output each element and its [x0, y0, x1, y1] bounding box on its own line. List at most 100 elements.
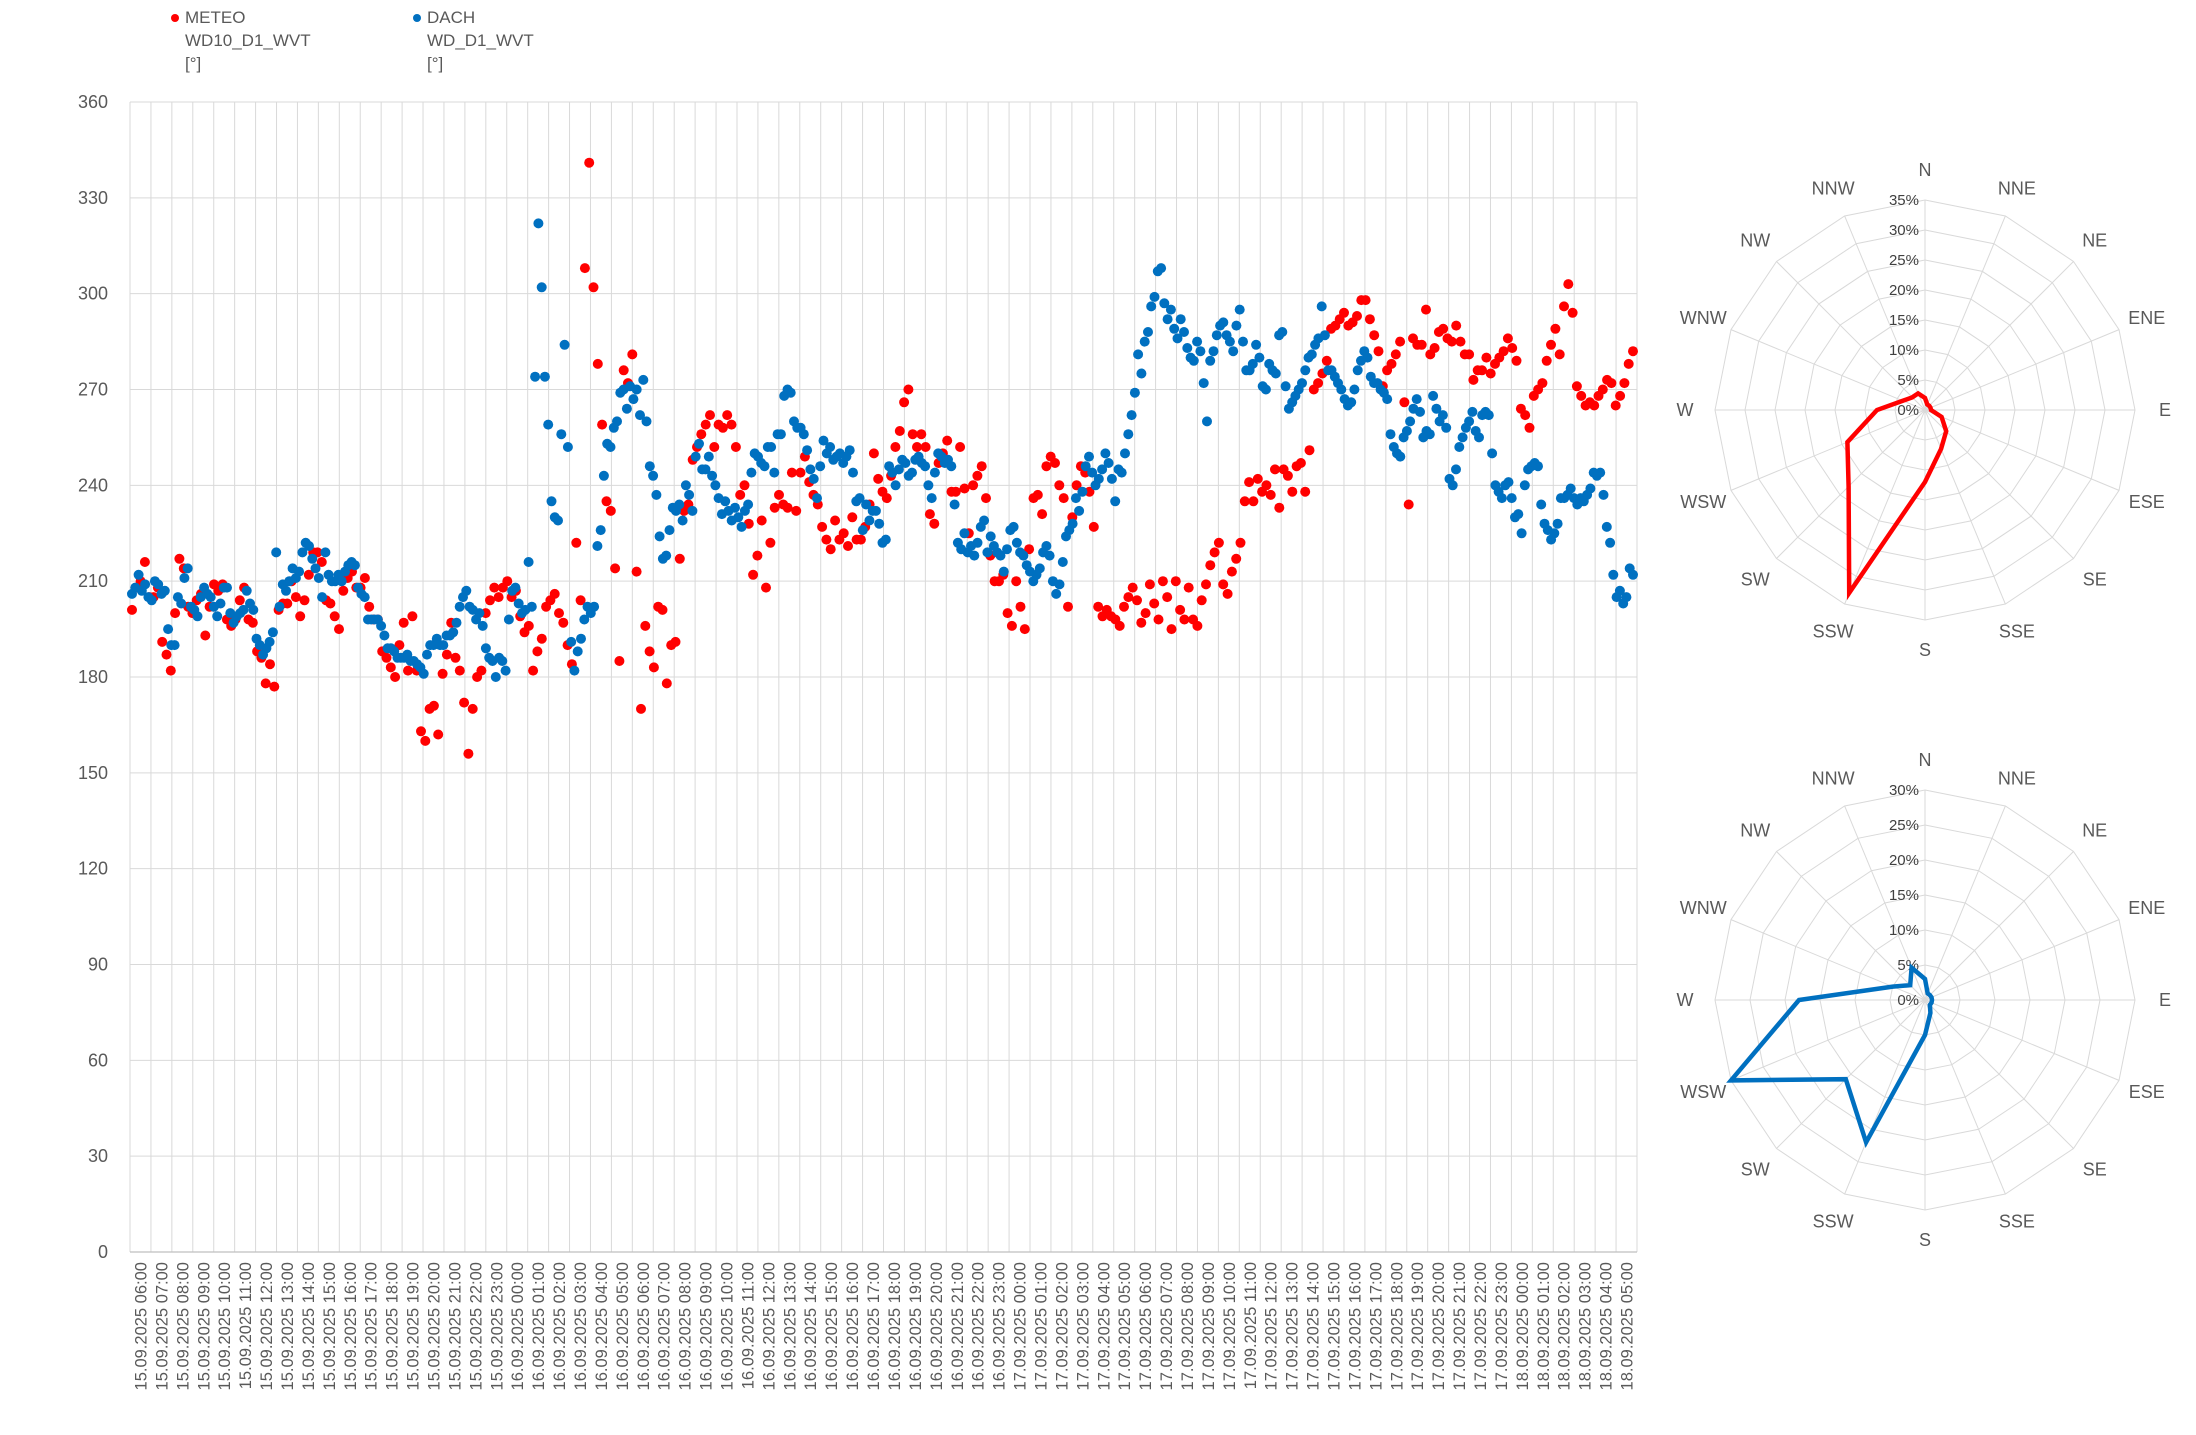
- data-point: [730, 442, 741, 452]
- data-point: [454, 601, 465, 612]
- data-point: [1373, 346, 1384, 357]
- data-point: [1567, 307, 1578, 318]
- data-point: [1071, 480, 1082, 491]
- data-point: [1169, 323, 1180, 334]
- data-point: [743, 499, 754, 510]
- data-point: [709, 442, 720, 452]
- x-tick-label: 16.09.2025 18:00: [886, 1262, 904, 1390]
- x-tick-label: 15.09.2025 07:00: [153, 1262, 171, 1390]
- direction-label: WSW: [1680, 1082, 1726, 1102]
- data-point: [654, 531, 665, 542]
- legend-label-dach: DACH: [427, 8, 476, 27]
- data-point: [900, 458, 911, 468]
- data-point: [1316, 301, 1327, 312]
- direction-label: ESE: [2129, 1082, 2165, 1102]
- data-point: [349, 560, 360, 571]
- radar-spoke: [1844, 999, 1926, 1195]
- radial-tick-label: 25%: [1889, 817, 1919, 834]
- data-point: [628, 394, 639, 405]
- x-tick-label: 17.09.2025 06:00: [1137, 1262, 1155, 1390]
- data-point: [756, 515, 767, 526]
- radar-spoke: [1776, 999, 1926, 1149]
- data-point: [808, 473, 819, 484]
- radar-spoke: [1924, 999, 2006, 1195]
- data-point: [687, 505, 698, 516]
- data-point: [416, 726, 426, 737]
- data-point: [1549, 528, 1560, 539]
- x-tick-label: 15.09.2025 16:00: [342, 1262, 360, 1390]
- data-point: [821, 534, 832, 545]
- x-tick-label: 16.09.2025 05:00: [614, 1262, 632, 1390]
- x-tick-label: 18.09.2025 02:00: [1556, 1262, 1574, 1390]
- data-point: [146, 595, 157, 606]
- data-point: [843, 541, 853, 551]
- data-point: [533, 218, 544, 229]
- data-point: [1067, 518, 1078, 529]
- data-point: [705, 410, 715, 421]
- radar-series-line: [1845, 390, 1949, 601]
- data-point: [476, 665, 487, 676]
- data-point: [1621, 592, 1632, 603]
- x-tick-label: 17.09.2025 05:00: [1116, 1262, 1134, 1390]
- data-point: [179, 573, 190, 583]
- radar-spoke: [1924, 851, 2074, 1001]
- radar-spoke: [1924, 805, 2006, 1001]
- data-point: [1619, 378, 1630, 389]
- data-point: [336, 576, 347, 587]
- data-point: [1143, 327, 1153, 337]
- data-point: [546, 496, 557, 507]
- data-point: [1477, 365, 1487, 376]
- data-point: [477, 620, 488, 631]
- data-point: [1352, 365, 1363, 376]
- data-point: [1123, 592, 1134, 603]
- data-point: [1451, 464, 1461, 475]
- data-point: [1403, 499, 1414, 510]
- data-point: [1166, 624, 1177, 635]
- data-point: [536, 282, 547, 293]
- x-tick-label: 16.09.2025 19:00: [907, 1262, 925, 1390]
- data-point: [1172, 333, 1183, 344]
- data-point: [1429, 343, 1440, 353]
- data-point: [769, 467, 780, 478]
- data-point: [1455, 336, 1466, 347]
- data-point: [248, 604, 259, 615]
- y-tick-label: 180: [78, 667, 108, 687]
- legend-marker-dach: [413, 14, 421, 22]
- data-point: [812, 493, 822, 504]
- radar-spoke: [1730, 409, 1926, 491]
- data-point: [536, 633, 547, 644]
- data-point: [1120, 448, 1130, 459]
- data-point: [1386, 358, 1397, 369]
- data-point: [1087, 467, 1098, 478]
- data-point: [1192, 336, 1203, 347]
- data-point: [467, 703, 478, 714]
- data-point: [916, 429, 927, 440]
- data-point: [694, 438, 704, 449]
- radial-tick-label: 10%: [1889, 342, 1919, 359]
- data-point: [920, 442, 931, 452]
- data-point: [1559, 301, 1569, 312]
- data-point: [282, 598, 293, 609]
- wind-rose-dach: NNNENEENEEESESESSESSSWSWWSWWWNWNWNNW0%5%…: [1677, 750, 2172, 1250]
- data-point: [1277, 327, 1288, 337]
- x-tick-label: 15.09.2025 18:00: [384, 1262, 402, 1390]
- direction-label: SE: [2083, 1160, 2107, 1180]
- data-point: [428, 700, 439, 711]
- data-point: [1524, 422, 1535, 433]
- data-point: [899, 397, 910, 408]
- data-point: [438, 640, 449, 651]
- data-point: [192, 611, 203, 622]
- x-tick-label: 15.09.2025 10:00: [216, 1262, 234, 1390]
- data-point: [448, 627, 459, 638]
- x-tick-label: 15.09.2025 11:00: [237, 1262, 255, 1389]
- data-point: [127, 604, 137, 615]
- data-point: [490, 672, 501, 682]
- data-point: [1254, 352, 1265, 363]
- x-tick-label: 17.09.2025 13:00: [1284, 1262, 1302, 1390]
- data-point: [1454, 442, 1465, 452]
- data-point: [923, 480, 934, 491]
- data-point: [1002, 544, 1012, 555]
- data-point: [1447, 480, 1458, 491]
- x-tick-label: 16.09.2025 16:00: [844, 1262, 862, 1390]
- data-point: [385, 662, 396, 673]
